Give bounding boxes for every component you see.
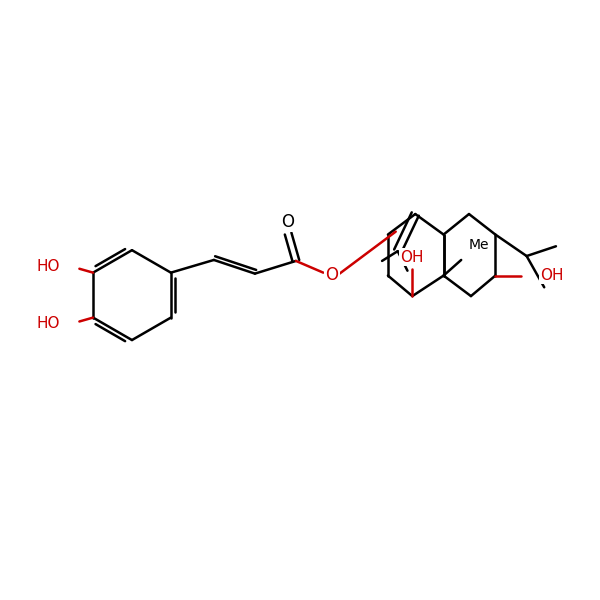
Text: HO: HO bbox=[37, 259, 60, 274]
Text: HO: HO bbox=[37, 316, 60, 331]
Text: O: O bbox=[281, 213, 295, 231]
Text: O: O bbox=[326, 266, 338, 284]
Text: Me: Me bbox=[469, 238, 490, 252]
Text: OH: OH bbox=[401, 250, 424, 265]
Text: OH: OH bbox=[541, 268, 564, 283]
